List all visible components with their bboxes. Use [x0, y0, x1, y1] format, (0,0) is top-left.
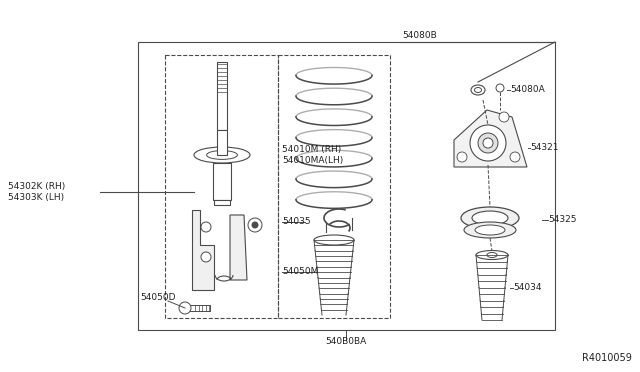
Polygon shape	[192, 210, 214, 290]
Text: 54050D: 54050D	[140, 294, 175, 302]
Bar	[213, 163, 231, 200]
Ellipse shape	[474, 87, 481, 93]
Circle shape	[252, 222, 258, 228]
Ellipse shape	[487, 253, 497, 257]
Text: 54035: 54035	[282, 218, 310, 227]
Ellipse shape	[464, 222, 516, 238]
Circle shape	[457, 152, 467, 162]
Text: 54050M: 54050M	[282, 267, 318, 276]
Circle shape	[483, 138, 493, 148]
Text: 54321: 54321	[530, 144, 559, 153]
Ellipse shape	[207, 151, 237, 159]
Polygon shape	[230, 215, 247, 280]
Circle shape	[478, 133, 498, 153]
Text: 54080A: 54080A	[510, 86, 545, 94]
Circle shape	[499, 112, 509, 122]
Text: 540B0BA: 540B0BA	[325, 337, 367, 346]
Circle shape	[496, 84, 504, 92]
Ellipse shape	[314, 235, 354, 245]
Text: R4010059: R4010059	[582, 353, 632, 363]
Text: 54034: 54034	[513, 283, 541, 292]
Circle shape	[201, 252, 211, 262]
Bar	[185, 305, 210, 311]
Ellipse shape	[475, 225, 505, 235]
Text: 54080B: 54080B	[402, 31, 436, 40]
Ellipse shape	[476, 250, 508, 260]
Ellipse shape	[472, 211, 508, 225]
Polygon shape	[454, 110, 527, 167]
Bar	[217, 130, 227, 155]
Text: 54325: 54325	[548, 215, 577, 224]
Ellipse shape	[471, 85, 485, 95]
Circle shape	[179, 302, 191, 314]
Bar	[217, 62, 227, 130]
Ellipse shape	[461, 207, 519, 229]
Bar	[214, 200, 230, 205]
Ellipse shape	[194, 147, 250, 163]
Circle shape	[248, 218, 262, 232]
Circle shape	[201, 222, 211, 232]
Text: 54302K (RH)
54303K (LH): 54302K (RH) 54303K (LH)	[8, 182, 65, 202]
Circle shape	[470, 125, 506, 161]
Circle shape	[510, 152, 520, 162]
Text: 54010M (RH)
54010MA(LH): 54010M (RH) 54010MA(LH)	[282, 145, 343, 165]
